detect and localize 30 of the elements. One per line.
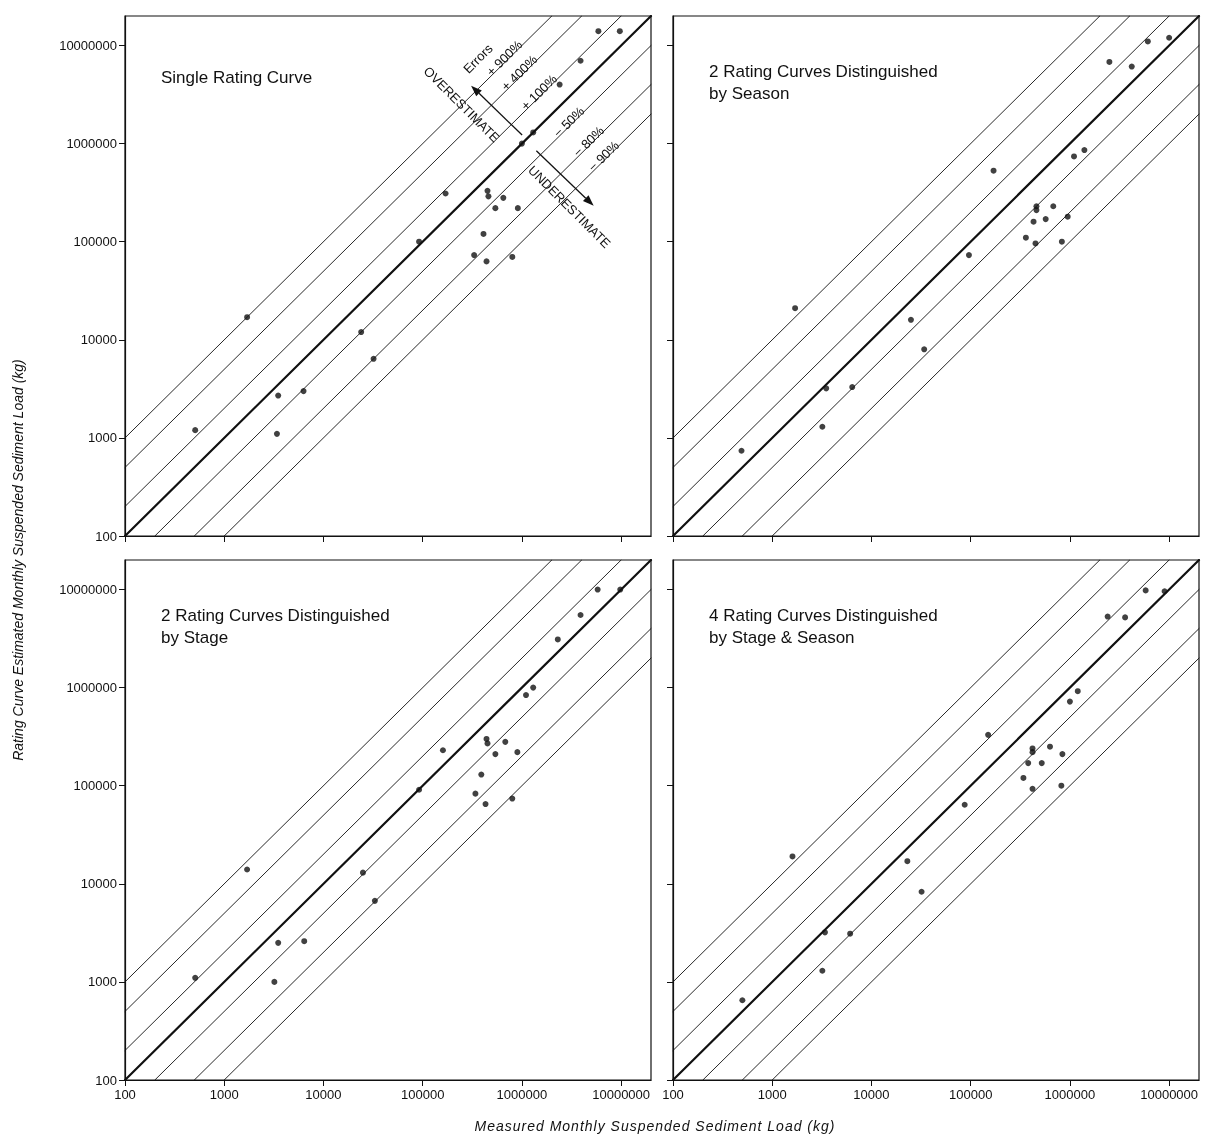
y-tick-label: 1000000: [66, 680, 117, 696]
x-tick-label: 100000: [400, 1087, 445, 1102]
x-tick-label: 1000000: [1044, 1087, 1096, 1102]
y-tick-label: 100000: [73, 234, 117, 250]
x-tick-label: 1000000: [496, 1087, 548, 1102]
text: 2 Rating Curves Distinguished by Season: [709, 61, 938, 103]
y-tick-label: 10000000: [59, 582, 117, 598]
y-tick-label: 1000: [88, 430, 117, 446]
y-tick-label: 100000: [73, 778, 117, 794]
x-tick-label: 100: [662, 1087, 684, 1102]
y-tick-label: 1000: [88, 974, 117, 990]
x-tick-label: 100: [114, 1087, 136, 1102]
y-tick-label: 10000000: [59, 38, 117, 54]
x-tick-label: 1000: [209, 1087, 239, 1102]
y-tick-label: 10000: [80, 876, 117, 892]
text: 4 Rating Curves Distinguished by Stage & Season: [709, 605, 938, 647]
x-tick-label: 10000: [305, 1087, 342, 1102]
x-tick-label: 10000: [853, 1087, 890, 1102]
text: 2 Rating Curves Distinguished by Stage: [161, 605, 390, 647]
y-tick-label: 100: [95, 528, 117, 544]
text: Single Rating Curve: [161, 67, 313, 87]
x-axis-title: Measured Monthly Suspended Sediment Load (kg): [473, 1117, 837, 1136]
x-tick-label: 1000: [757, 1087, 787, 1102]
y-tick-label: 10000: [80, 332, 117, 348]
y-axis-title: Rating Curve Estimated Monthly Suspended Sediment Load (kg): [9, 358, 27, 763]
y-tick-label: 100: [95, 1072, 117, 1088]
y-tick-label: 1000000: [66, 136, 117, 152]
x-tick-label: 10000000: [592, 1087, 651, 1102]
x-tick-label: 10000000: [1140, 1087, 1199, 1102]
x-tick-label: 100000: [948, 1087, 993, 1102]
